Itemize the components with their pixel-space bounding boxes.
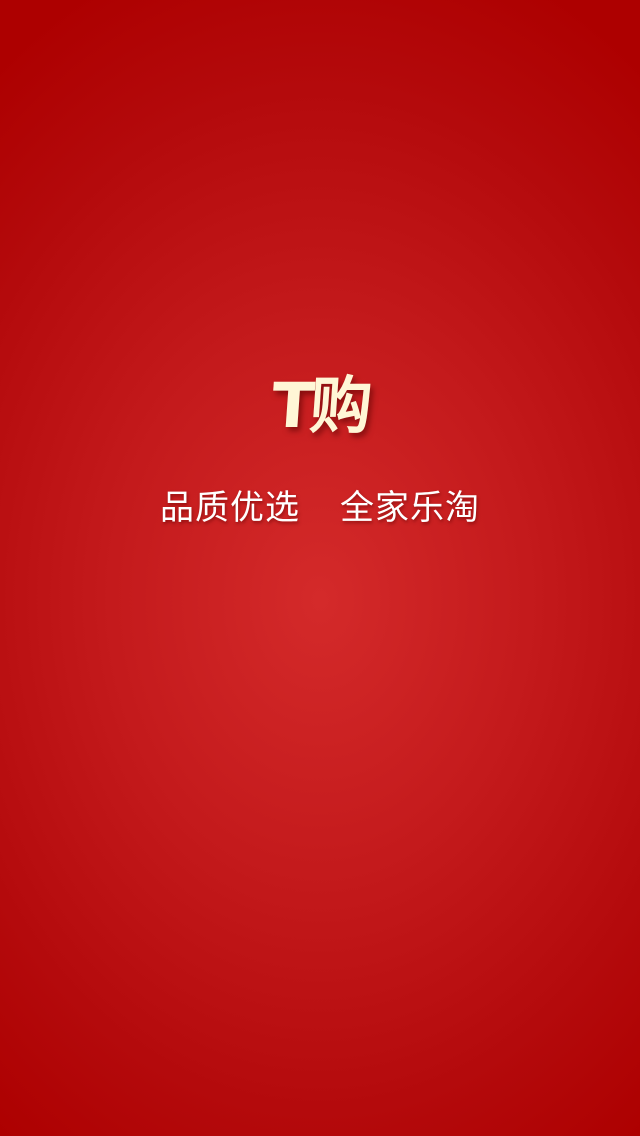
app-logo: T购	[269, 369, 371, 442]
slogan: 品质优选 全家乐淘	[0, 483, 640, 533]
slogan-left: 品质优选	[160, 488, 300, 528]
slogan-right: 全家乐淘	[340, 488, 480, 528]
